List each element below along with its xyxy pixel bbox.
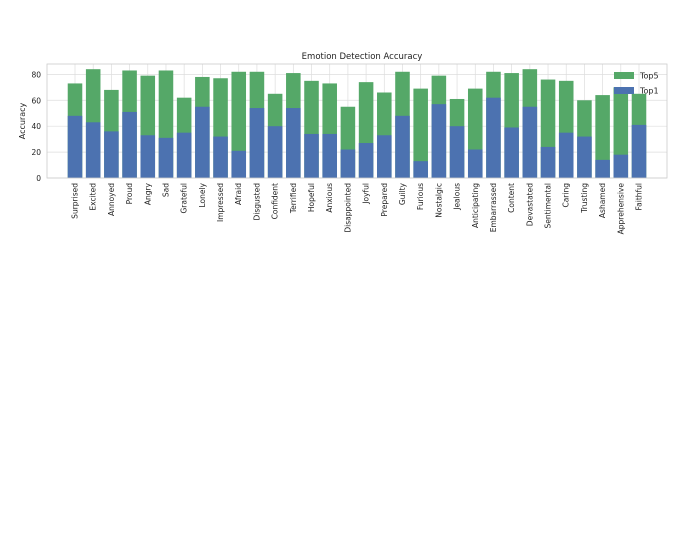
x-tick-label: Proud [125, 183, 134, 205]
bar-top1-surprised [67, 115, 83, 178]
x-tick-label: Joyful [362, 183, 371, 205]
x-tick-label: Jealous [453, 183, 462, 211]
x-tick-labels: Surprised Excited Annoyed Proud Angry Sad Grat… [71, 182, 644, 234]
bar-top1-joyful [358, 143, 374, 178]
bar-top1-confident [267, 126, 283, 178]
x-tick-label: Disappointed [343, 183, 352, 233]
y-tick-label: 40 [31, 122, 41, 131]
bar-top1-ashamed [595, 159, 610, 178]
x-tick-label: Annoyed [107, 183, 116, 216]
legend-label-top5: Top5 [639, 72, 659, 81]
bar-top5-ashamed [595, 95, 610, 178]
bar-top1-excited [85, 122, 101, 178]
x-tick-label: Terrified [289, 183, 298, 214]
bar-top1-angry [140, 135, 156, 178]
bar-top1-sad [158, 137, 174, 178]
bar-top1-caring [558, 132, 574, 178]
grid-lines [47, 64, 667, 179]
bar-top1-trusting [577, 136, 592, 178]
y-tick-label: 80 [31, 70, 41, 79]
y-tick-label: 20 [31, 148, 41, 157]
bar-top1-proud [122, 111, 137, 178]
bar-top1-disgusted [249, 108, 265, 178]
x-tick-label: Faithful [635, 183, 644, 210]
x-tick-label: Ashamed [598, 183, 607, 218]
bar-top1-sentimental [540, 146, 556, 178]
x-tick-label: Surprised [71, 183, 80, 219]
bar-top1-furious [413, 161, 428, 178]
bar-top1-apprehensive [613, 154, 629, 178]
bar-top1-afraid [231, 150, 247, 178]
x-tick-label: Apprehensive [616, 183, 625, 235]
bar-top1-devastated [522, 106, 538, 178]
x-tick-label: Content [507, 183, 516, 213]
bar-top1-grateful [176, 132, 192, 178]
bar-top1-prepared [377, 135, 392, 178]
bar-top1-impressed [213, 136, 228, 178]
x-tick-label: Grateful [180, 183, 189, 214]
bar-top1-nostalgic [431, 104, 447, 178]
x-tick-label: Hopeful [307, 183, 316, 212]
x-tick-label: Devastated [525, 183, 534, 226]
bar-top1-disappointed [340, 149, 356, 178]
y-tick-label: 60 [31, 96, 41, 105]
x-tick-label: Trusting [580, 183, 589, 214]
bar-top1-lonely [195, 106, 210, 178]
y-axis-label: Accuracy [18, 102, 27, 139]
bar-top1-anxious [322, 133, 337, 178]
y-tick-label: 0 [36, 174, 41, 183]
chart-title: Emotion Detection Accuracy [302, 52, 423, 62]
x-tick-label: Confident [271, 183, 280, 219]
x-tick-label: Caring [562, 183, 571, 208]
bar-top1-guilty [395, 115, 410, 178]
x-tick-label: Sentimental [544, 183, 553, 228]
x-tick-label: Lonely [198, 182, 207, 207]
bar-top5-furious [413, 88, 428, 178]
bar-top1-content [504, 127, 519, 178]
x-tick-label: Anticipating [471, 183, 480, 228]
x-tick-label: Prepared [380, 183, 389, 217]
x-tick-label: Disgusted [252, 183, 261, 221]
legend-swatch-top1 [614, 87, 634, 94]
bar-top1-terrified [286, 108, 301, 178]
x-tick-label: Impressed [216, 183, 225, 222]
x-tick-label: Guilty [398, 182, 407, 205]
bars [67, 69, 647, 178]
legend: Top5 Top1 [614, 72, 659, 96]
x-tick-label: Furious [416, 183, 425, 210]
legend-label-top1: Top1 [639, 87, 659, 96]
x-tick-label: Sad [161, 183, 170, 197]
x-tick-label: Afraid [234, 183, 243, 205]
x-tick-label: Excited [89, 183, 98, 211]
bar-top1-jealous [449, 126, 465, 178]
bar-top1-annoyed [104, 131, 119, 178]
plot-frame [46, 63, 668, 179]
bar-top1-faithful [631, 124, 647, 178]
bar-top1-anticipating [467, 149, 483, 178]
bar-top1-embarrassed [486, 97, 501, 178]
y-tick-labels: 0 20 40 60 80 [31, 70, 41, 183]
bar-top1-hopeful [304, 133, 319, 178]
x-tick-label: Anxious [325, 183, 334, 213]
legend-swatch-top5 [614, 72, 634, 79]
x-tick-label: Nostalgic [434, 183, 443, 218]
x-tick-label: Embarrassed [489, 183, 498, 232]
x-tick-label: Angry [143, 182, 152, 205]
